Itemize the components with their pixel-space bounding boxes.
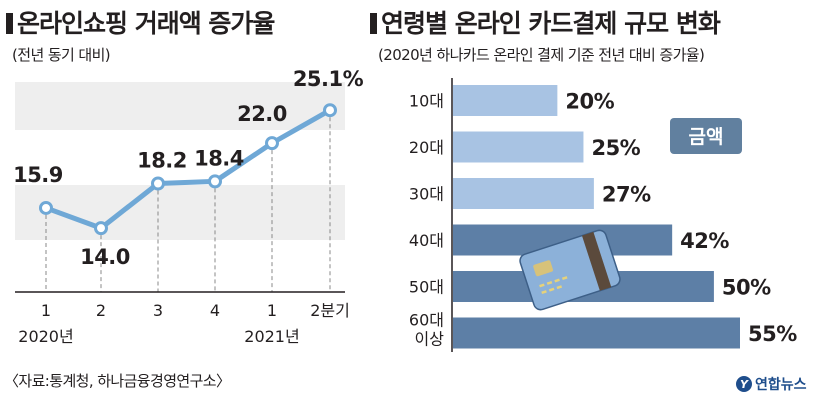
x-tick-label: 3 xyxy=(153,301,163,320)
left-chart-title-text: 온라인쇼핑 거래액 증가율 xyxy=(17,9,275,38)
credit-card-icon xyxy=(519,229,621,311)
value-label: 14.0 xyxy=(80,245,130,269)
grid-band xyxy=(15,82,345,130)
logo-mark: Y xyxy=(736,376,752,392)
source-note: 〈자료:통계청, 하나금융경영연구소〉 xyxy=(4,372,231,390)
value-labels: 15.9 14.0 18.2 18.4 22.0 25.1% xyxy=(13,70,364,269)
data-point xyxy=(151,176,165,191)
legend-badge: 금액 xyxy=(670,118,742,154)
x-tick-label: 1 xyxy=(267,301,277,320)
bar xyxy=(453,178,594,209)
data-point xyxy=(265,136,279,151)
right-chart-title-text: 연령별 온라인 카드결제 규모 변화 xyxy=(381,9,721,38)
bar xyxy=(453,85,558,116)
value-label: 18.4 xyxy=(194,146,244,170)
title-bullet xyxy=(6,13,13,34)
bar-value-label: 55% xyxy=(748,322,797,346)
logo-text: 연합뉴스 xyxy=(755,377,807,393)
bar xyxy=(453,317,740,349)
title-bullet xyxy=(370,13,377,34)
category-label: 60대 이상 xyxy=(409,311,444,349)
value-label: 25.1% xyxy=(293,70,364,91)
category-label: 30대 xyxy=(409,185,444,204)
right-chart-subtitle: (2020년 하나카드 온라인 결제 기준 전년 대비 증가율) xyxy=(378,46,705,64)
data-points xyxy=(39,103,337,236)
legend-badge-text: 금액 xyxy=(689,126,724,148)
category-label: 50대 xyxy=(409,278,444,297)
left-chart-subtitle: (전년 동기 대비) xyxy=(12,46,111,64)
line-chart: 15.9 14.0 18.2 18.4 22.0 25.1% 1 2 3 4 1 2분기 2020년… xyxy=(13,70,364,346)
value-label: 18.2 xyxy=(137,149,187,173)
year-labels: 2020년 2021년 xyxy=(18,327,299,346)
value-label: 22.0 xyxy=(237,102,287,126)
agency-logo: Y 연합뉴스 xyxy=(736,374,807,394)
bar-value-label: 50% xyxy=(722,276,771,300)
legend-badge-box xyxy=(670,118,742,154)
category-label: 40대 xyxy=(409,231,444,250)
x-tick-label: 2분기 xyxy=(310,301,350,320)
background-bands xyxy=(15,82,345,240)
x-tick-labels: 1 2 3 4 1 2분기 xyxy=(41,301,350,320)
grid-band xyxy=(15,185,345,240)
x-tick-label: 4 xyxy=(210,301,220,320)
value-label: 15.9 xyxy=(13,163,63,187)
bar xyxy=(453,131,584,163)
bar-value-label: 42% xyxy=(680,229,729,253)
category-labels: 10대 20대 30대 40대 50대 60대 이상 xyxy=(409,92,444,349)
x-tick-label: 1 xyxy=(41,301,51,320)
left-chart-title: 온라인쇼핑 거래액 증가율 xyxy=(6,4,275,40)
bar-value-label: 25% xyxy=(591,136,640,160)
series-line xyxy=(45,108,332,231)
year-label: 2021년 xyxy=(244,327,299,346)
drop-lines xyxy=(15,110,345,293)
bar-value-label: 27% xyxy=(602,183,651,207)
year-label: 2020년 xyxy=(18,327,73,346)
category-label: 20대 xyxy=(409,138,444,157)
data-point xyxy=(208,174,222,189)
right-chart-title: 연령별 온라인 카드결제 규모 변화 xyxy=(370,4,721,40)
category-label: 10대 xyxy=(409,92,444,111)
x-tick-label: 2 xyxy=(96,301,106,320)
data-point xyxy=(39,200,53,215)
data-point xyxy=(94,221,108,236)
bar-value-label: 20% xyxy=(565,90,614,114)
data-point xyxy=(323,103,337,118)
bar-value-labels: 20% 25% 27% 42% 50% 55% xyxy=(565,90,797,347)
